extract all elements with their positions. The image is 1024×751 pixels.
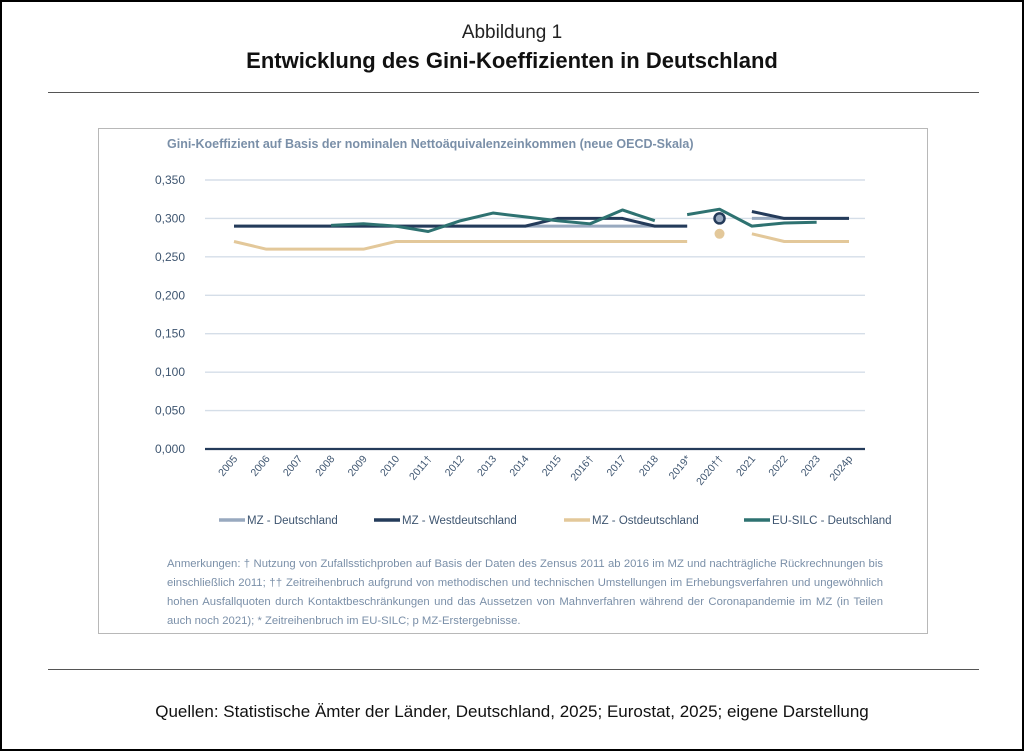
x-tick-label: 2009: [346, 453, 370, 479]
y-tick-label: 0,350: [155, 173, 185, 187]
figure-label: Abbildung 1: [461, 22, 563, 43]
series-lines: [233, 207, 849, 251]
x-tick-label: 2016†: [568, 453, 596, 483]
y-tick-label: 0,200: [155, 288, 185, 302]
series-line: [751, 232, 849, 243]
bottom-divider: [48, 669, 979, 670]
line-chart: 0,000 0,050 0,100 0,150 0,200 0,250 0,300 0,350…: [155, 173, 892, 527]
series-eu-silc-deutschland: [331, 207, 817, 233]
y-axis: 0,000 0,050 0,100 0,150 0,200 0,250 0,300 0,350: [155, 173, 185, 456]
x-tick-label: 2008: [313, 453, 337, 479]
legend-label: MZ - Deutschland: [247, 515, 338, 527]
legend-label: EU-SILC - Deutschland: [772, 515, 892, 527]
legend: MZ - Deutschland MZ - Westdeutschland MZ -…: [219, 515, 892, 527]
legend-item: MZ - Ostdeutschland: [564, 515, 699, 527]
data-point: [713, 212, 726, 225]
chart-notes: Anmerkungen: † Nutzung von Zufallsstichp…: [167, 558, 883, 627]
legend-label: MZ - Ostdeutschland: [592, 515, 699, 527]
figure-title: Entwicklung des Gini-Koeffizienten in De…: [246, 48, 778, 73]
legend-item: MZ - Deutschland: [219, 515, 338, 527]
x-tick-label: 2012: [443, 453, 467, 479]
x-tick-label: 2020††: [694, 453, 726, 488]
series-line: [331, 208, 656, 233]
y-tick-label: 0,100: [155, 365, 185, 379]
series-line: [686, 207, 817, 228]
x-tick-label: 2007: [281, 453, 305, 479]
y-tick-label: 0,050: [155, 404, 185, 418]
x-tick-label: 2013: [475, 453, 499, 479]
chart-container: Gini-Koeffizient auf Basis der nominalen…: [98, 128, 928, 634]
data-point: [714, 228, 725, 239]
top-divider: [48, 92, 979, 93]
y-tick-label: 0,300: [155, 211, 185, 225]
legend-label: MZ - Westdeutschland: [402, 515, 517, 527]
legend-item: EU-SILC - Deutschland: [744, 515, 892, 527]
series-mz-ostdeutschland: [233, 228, 849, 251]
x-tick-label: 2015: [540, 453, 564, 479]
x-tick-label: 2014: [507, 453, 531, 479]
y-tick-label: 0,150: [155, 327, 185, 341]
series-line: [233, 239, 688, 251]
x-tick-label: 2019*: [667, 453, 694, 482]
x-tick-label: 2006: [248, 453, 272, 479]
series-line: [234, 216, 688, 228]
x-tick-label: 2021: [734, 453, 758, 479]
legend-item: MZ - Westdeutschland: [374, 515, 517, 527]
x-tick-label: 2024p: [827, 453, 855, 483]
x-tick-label: 2011†: [407, 453, 435, 483]
series-mz-westdeutschland: [234, 210, 849, 228]
x-tick-label: 2017: [605, 453, 629, 479]
x-tick-label: 2010: [378, 453, 402, 479]
y-tick-label: 0,000: [155, 442, 185, 456]
x-tick-label: 2005: [216, 453, 240, 479]
y-tick-label: 0,250: [155, 250, 185, 264]
x-tick-label: 2018: [637, 453, 661, 479]
x-tick-label: 2022: [766, 453, 790, 479]
sources-text: Quellen: Statistische Ämter der Länder, …: [155, 702, 869, 721]
gridlines: [205, 179, 865, 451]
chart-title: Gini-Koeffizient auf Basis der nominalen…: [167, 137, 694, 151]
x-tick-label: 2023: [799, 453, 823, 479]
series-line: [751, 210, 849, 220]
x-axis: 2005 2006 2007 2008 2009 2010 2011† 2012 2013 201…: [216, 453, 855, 488]
